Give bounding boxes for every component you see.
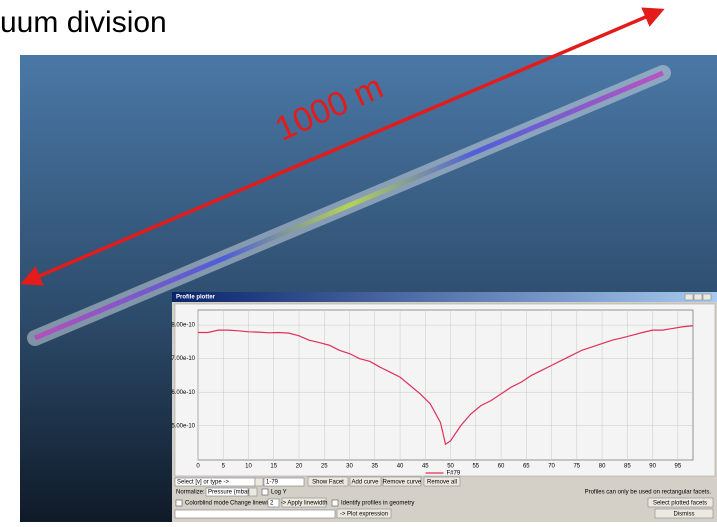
- dropdown-arrow[interactable]: [255, 478, 263, 486]
- x-tick-label: 65: [523, 464, 530, 470]
- add-curve-label: Add curve: [351, 480, 379, 486]
- colorblind-checkbox[interactable]: [176, 500, 182, 506]
- x-tick-label: 40: [397, 464, 404, 470]
- x-tick-label: 60: [498, 464, 505, 470]
- plot-expression-label: -> Plot expression: [340, 512, 388, 518]
- normalize-value: Pressure (mbar): [208, 490, 251, 496]
- colorblind-label: Colorblind mode: [185, 501, 229, 507]
- window-title: Profile plotter: [176, 295, 216, 301]
- legend-label: F#79: [447, 471, 461, 477]
- x-tick-label: 50: [447, 464, 454, 470]
- x-tick-label: 70: [548, 464, 555, 470]
- y-tick-label: 5.00e-10: [171, 423, 195, 429]
- show-facet-label: Show Facet: [312, 480, 344, 486]
- slide-title: uum division: [0, 6, 167, 39]
- normalize-label: Normalize:: [176, 490, 205, 496]
- normalize-arrow[interactable]: [249, 488, 257, 496]
- title-bar: [172, 292, 717, 302]
- remove-curve-label: Remove curve: [383, 480, 422, 486]
- facet-input-text: 1-79: [266, 480, 279, 486]
- remove-all-label: Remove all: [427, 480, 457, 486]
- x-tick-label: 25: [321, 464, 328, 470]
- y-tick-label: 8.00e-10: [171, 323, 195, 329]
- identify-checkbox[interactable]: [332, 500, 338, 506]
- x-tick-label: 30: [346, 464, 353, 470]
- x-tick-label: 95: [675, 464, 682, 470]
- x-tick-label: 80: [599, 464, 606, 470]
- x-tick-label: 55: [472, 464, 479, 470]
- x-tick-label: 15: [270, 464, 277, 470]
- x-tick-label: 45: [422, 464, 429, 470]
- log-y-checkbox[interactable]: [262, 489, 268, 495]
- x-tick-label: 85: [624, 464, 631, 470]
- expression-input[interactable]: [175, 510, 335, 518]
- identify-label: Identify profiles in geometry: [341, 501, 414, 507]
- y-tick-label: 7.00e-10: [171, 356, 195, 362]
- apply-linewidth-label: -> Apply linewidth: [281, 501, 328, 507]
- screen: uum division 1000 m Profile plotter 5.00…: [0, 0, 717, 522]
- x-tick-label: 10: [245, 464, 252, 470]
- x-tick-label: 75: [573, 464, 580, 470]
- x-tick-label: 20: [296, 464, 303, 470]
- select-text: Select [v] or type ->: [177, 480, 229, 486]
- maximize-button[interactable]: [694, 294, 702, 300]
- dismiss-label: Dismiss: [674, 512, 695, 518]
- log-y-label: Log Y: [271, 490, 287, 496]
- y-tick-label: 6.00e-10: [171, 390, 195, 396]
- select-plotted-label: Select plotted facets: [653, 501, 707, 507]
- minimize-button[interactable]: [685, 294, 693, 300]
- close-button[interactable]: [703, 294, 711, 300]
- note: Profiles can only be used on rectangular…: [585, 490, 712, 496]
- x-tick-label: 35: [371, 464, 378, 470]
- x-tick-label: 90: [649, 464, 656, 470]
